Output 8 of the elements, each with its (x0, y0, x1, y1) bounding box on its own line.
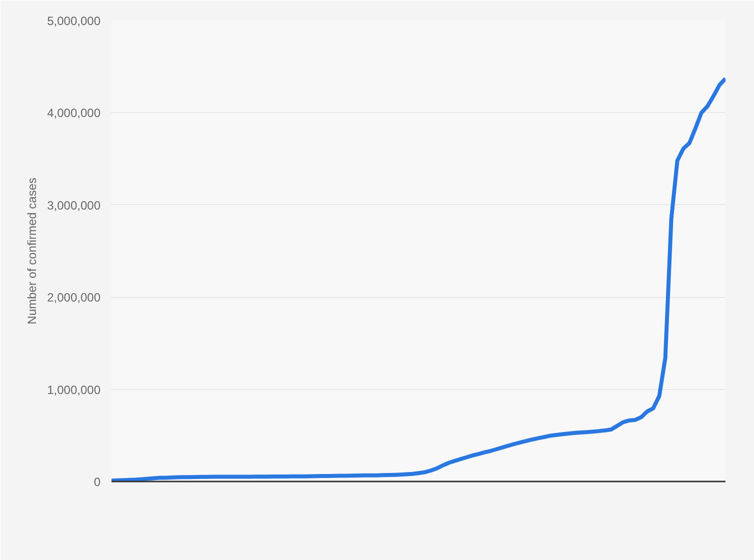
y-tick-label: 3,000,000 (47, 198, 101, 212)
y-axis-title: Number of confirmed cases (25, 178, 40, 324)
y-tick-label: 2,000,000 (47, 290, 101, 305)
y-tick-label: 5,000,000 (47, 14, 101, 28)
line-series (112, 76, 726, 482)
y-tick-label: 4,000,000 (47, 106, 101, 120)
y-tick-label: 1,000,000 (47, 382, 101, 397)
y-tick-label: 0 (94, 475, 101, 489)
